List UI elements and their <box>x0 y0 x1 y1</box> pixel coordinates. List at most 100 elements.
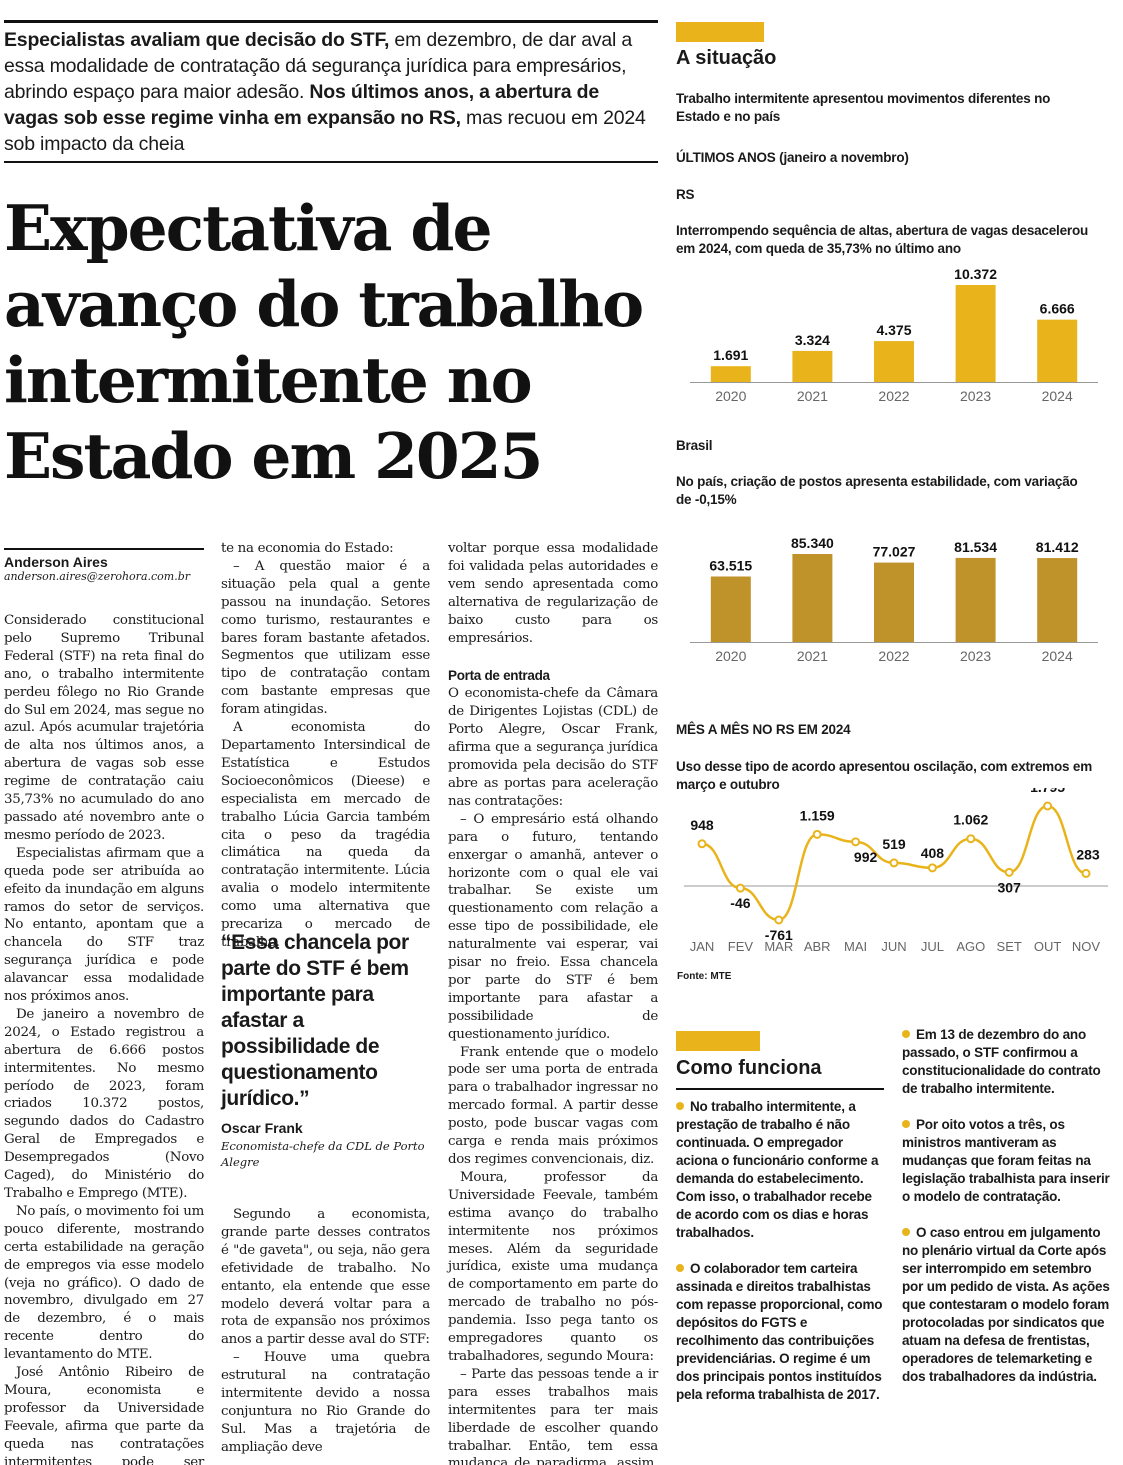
headline: Expectativa de avanço do trabalho interm… <box>4 191 644 493</box>
brasil-subtitle: No país, criação de postos apresenta est… <box>676 474 1078 507</box>
data-point <box>966 834 976 844</box>
x-tick-label: ABR <box>804 939 831 954</box>
sidebar-title: A situação <box>676 47 777 69</box>
data-point <box>812 829 822 839</box>
deck-text: em dezembro, de dar aval a essa modalida… <box>4 29 633 103</box>
article-column-2: te na economia do Estado: – A questão ma… <box>221 540 430 952</box>
bullet-text: O caso entrou em julgamento no plenário … <box>902 1225 1110 1384</box>
como-funciona-column-1: No trabalho intermitente, a prestação de… <box>676 1098 886 1422</box>
x-tick-label: JUL <box>921 939 944 954</box>
deck: Especialistas avaliam que decisão do STF… <box>4 20 658 163</box>
chart-bar <box>874 562 914 642</box>
chart-bar <box>1037 558 1078 642</box>
x-tick-label: 2023 <box>960 648 991 664</box>
bullet-item: O colaborador tem carteira assinada e di… <box>676 1260 886 1404</box>
x-tick-label: FEV <box>728 939 754 954</box>
paragraph: No país, o movimento foi um pouco difere… <box>4 1203 204 1363</box>
paragraph: O economista-chefe da Câmara de Dirigent… <box>448 686 658 809</box>
bar-value-label: 77.027 <box>873 544 916 560</box>
chart-bar <box>710 576 751 642</box>
brasil-bar-chart: 63.515 2020 85.340 2021 77.027 2022 81.534 2023… <box>690 535 1098 664</box>
point-value-label: 283 <box>1076 846 1100 862</box>
paragraph: A economista do Departamento Intersindic… <box>221 720 430 950</box>
point-value-label: 408 <box>921 845 945 861</box>
bullet-icon <box>676 1102 684 1110</box>
paragraph: Moura, professor da Universidade Feevale… <box>448 1169 658 1364</box>
point-value-label: -761 <box>765 927 793 943</box>
bar-value-label: 85.340 <box>791 535 834 551</box>
bar-value-label: 63.515 <box>709 558 752 574</box>
bullet-item: Em 13 de dezembro do ano passado, o STF … <box>902 1026 1112 1098</box>
x-tick-label: JUN <box>881 939 906 954</box>
section-accent-bar <box>676 22 764 42</box>
x-tick-label: 2020 <box>715 648 746 664</box>
data-point <box>735 883 745 893</box>
paragraph: – A questão maior é a situação pela qual… <box>221 558 430 718</box>
data-point <box>889 858 899 868</box>
bullet-item: No trabalho intermitente, a prestação de… <box>676 1098 886 1242</box>
paragraph: – Houve uma quebra estrutural na contrat… <box>221 1350 430 1455</box>
point-value-label: 1.159 <box>800 807 835 823</box>
deck-highlight: Nos últimos anos, a abertura de vagas so… <box>4 81 600 129</box>
bullet-text: Em 13 de dezembro do ano passado, o STF … <box>902 1027 1101 1096</box>
data-point <box>1004 867 1014 877</box>
bar-value-label: 81.412 <box>1036 539 1079 555</box>
x-tick-label: 2023 <box>960 388 991 404</box>
point-value-label: 1.795 <box>1030 788 1065 795</box>
chart-bar <box>955 285 996 382</box>
bullet-item: O caso entrou em julgamento no plenário … <box>902 1224 1112 1386</box>
article-column-1: Considerado constitucional pelo Supremo … <box>4 612 204 1465</box>
deck-text-end: mas recuou em 2024 sob impacto da cheia <box>4 107 646 155</box>
data-point <box>697 839 707 849</box>
como-funciona-title: Como funciona <box>676 1057 822 1079</box>
data-point <box>774 915 784 925</box>
bullet-icon <box>902 1228 910 1236</box>
paragraph: te na economia do Estado: <box>221 541 394 556</box>
como-funciona-rule <box>676 1088 884 1090</box>
bar-value-label: 4.375 <box>876 322 911 338</box>
bullet-item: Por oito votos a três, os ministros mant… <box>902 1116 1112 1206</box>
point-value-label: -46 <box>730 895 750 911</box>
x-tick-label: NOV <box>1072 939 1101 954</box>
byline: Anderson Aires anderson.aires@zerohora.c… <box>4 548 204 583</box>
bar-value-label: 1.691 <box>713 347 748 363</box>
data-point <box>1081 868 1091 878</box>
chart-bar <box>710 366 751 382</box>
subhead: Porta de entrada <box>448 668 550 684</box>
chart-bar <box>1037 319 1078 382</box>
como-funciona-column-2: Em 13 de dezembro do ano passado, o STF … <box>902 1026 1112 1404</box>
rs-bar-chart: 1.691 2020 3.324 2021 4.375 2022 10.372 2023 6.6… <box>690 266 1098 404</box>
monthly-subtitle: Uso desse tipo de acordo apresentou osci… <box>676 759 1092 792</box>
como-funciona-accent-bar <box>676 1031 760 1051</box>
x-tick-label: MAR <box>764 939 793 954</box>
chart-bar <box>874 341 914 382</box>
x-tick-label: SET <box>997 939 1022 954</box>
data-point <box>927 863 937 873</box>
chart-bar <box>792 350 833 382</box>
point-value-label: 992 <box>854 849 878 865</box>
x-tick-label: 2024 <box>1042 648 1073 664</box>
chart-source: Fonte: MTE <box>677 971 732 982</box>
x-tick-label: 2022 <box>878 388 909 404</box>
pull-quote-author: Oscar Frank <box>221 1120 303 1136</box>
x-tick-label: 2022 <box>878 648 909 664</box>
paragraph: – O empresário está olhando para o futur… <box>448 811 658 1042</box>
chart-bar <box>792 554 833 642</box>
x-tick-label: 2024 <box>1042 388 1073 404</box>
bar-value-label: 3.324 <box>795 332 830 348</box>
bullet-icon <box>676 1264 684 1272</box>
article-column-3: voltar porque essa modalidade foi valida… <box>448 540 658 1465</box>
brasil-label: Brasil <box>676 438 713 453</box>
x-tick-label: 2021 <box>797 388 828 404</box>
point-value-label: 519 <box>882 836 906 852</box>
rs-label: RS <box>676 187 695 202</box>
data-point <box>851 837 861 847</box>
bullet-icon <box>902 1120 910 1128</box>
monthly-title: MÊS A MÊS NO RS EM 2024 <box>676 722 851 737</box>
paragraph: Segundo a economista, grande parte desse… <box>221 1207 430 1348</box>
data-point <box>1043 801 1053 811</box>
article-column-2-continued: Segundo a economista, grande parte desse… <box>221 1206 430 1457</box>
x-tick-label: JAN <box>690 939 715 954</box>
author-email[interactable]: anderson.aires@zerohora.com.br <box>4 570 191 583</box>
pull-quote-role: Economista-chefe da CDL de Porto Alegre <box>221 1139 425 1169</box>
